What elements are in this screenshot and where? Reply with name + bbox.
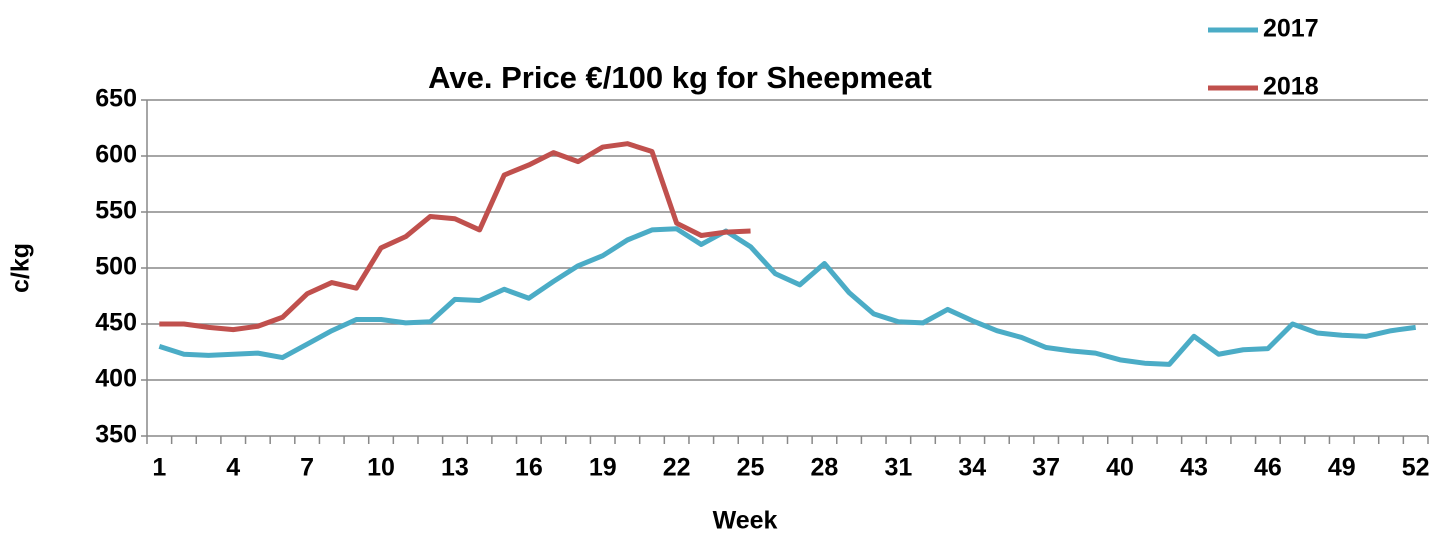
x-tick-label: 28 bbox=[811, 454, 839, 482]
x-tick-label: 16 bbox=[515, 454, 543, 482]
x-tick-label: 52 bbox=[1402, 454, 1430, 482]
chart-title: Ave. Price €/100 kg for Sheepmeat bbox=[428, 60, 932, 95]
y-tick-label: 600 bbox=[95, 141, 137, 169]
x-tick-label: 1 bbox=[152, 454, 166, 482]
legend-label: 2017 bbox=[1263, 15, 1319, 43]
y-tick-label: 350 bbox=[95, 421, 137, 449]
x-tick-label: 7 bbox=[300, 454, 314, 482]
x-axis-label: Week bbox=[713, 507, 778, 535]
x-tick-label: 19 bbox=[589, 454, 617, 482]
x-tick-label: 34 bbox=[958, 454, 986, 482]
y-tick-label: 400 bbox=[95, 365, 137, 393]
x-tick-label: 10 bbox=[367, 454, 395, 482]
x-tick-label: 46 bbox=[1254, 454, 1282, 482]
y-tick-label: 450 bbox=[95, 309, 137, 337]
x-tick-label: 25 bbox=[737, 454, 765, 482]
x-tick-label: 49 bbox=[1328, 454, 1356, 482]
y-tick-label: 500 bbox=[95, 253, 137, 281]
x-tick-label: 4 bbox=[226, 454, 240, 482]
series-line bbox=[159, 141, 751, 333]
x-tick-label: 31 bbox=[884, 454, 912, 482]
x-tick-label: 22 bbox=[663, 454, 691, 482]
y-tick-label: 550 bbox=[95, 197, 137, 225]
legend-label: 2018 bbox=[1263, 73, 1319, 101]
x-tick-label: 37 bbox=[1032, 454, 1060, 482]
x-tick-label: 43 bbox=[1180, 454, 1208, 482]
y-axis-label: c/kg bbox=[7, 243, 35, 293]
y-tick-label: 650 bbox=[95, 85, 137, 113]
x-tick-label: 40 bbox=[1106, 454, 1134, 482]
x-tick-label: 13 bbox=[441, 454, 469, 482]
series-line bbox=[158, 226, 1417, 367]
